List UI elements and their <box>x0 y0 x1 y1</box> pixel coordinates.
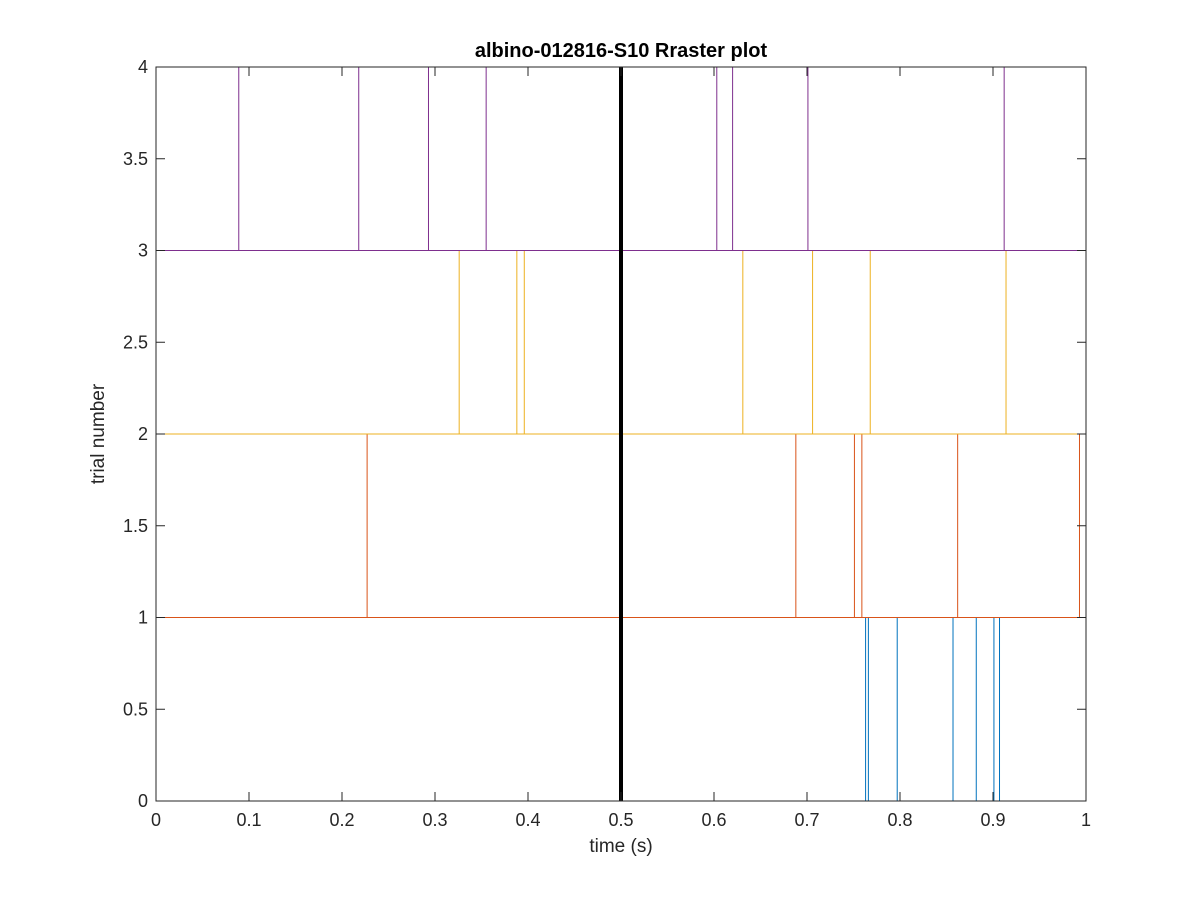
y-tick-label: 1 <box>138 608 148 628</box>
y-tick-label: 0 <box>138 791 148 811</box>
y-tick-label: 0.5 <box>123 699 148 719</box>
y-tick-label: 2.5 <box>123 332 148 352</box>
y-tick-label: 1.5 <box>123 516 148 536</box>
x-tick-label: 0.1 <box>236 810 261 830</box>
x-tick-label: 0 <box>151 810 161 830</box>
ticks-layer: 0 0.1 0.2 0.3 0.4 0.5 0.6 0.7 0.8 0.9 1 0 0.5 1 1.5 2 2.… <box>123 57 1091 830</box>
y-axis-label: trial number <box>88 383 109 484</box>
x-tick-label: 0.7 <box>794 810 819 830</box>
x-tick-label: 1 <box>1081 810 1091 830</box>
y-tick-label: 2 <box>138 424 148 444</box>
x-axis-label: time (s) <box>589 836 652 857</box>
y-tick-label: 3.5 <box>123 149 148 169</box>
x-tick-label: 0.6 <box>701 810 726 830</box>
chart-title: albino-012816-S10 Rraster plot <box>475 40 768 62</box>
y-tick-label: 3 <box>138 241 148 261</box>
y-tick-label: 4 <box>138 57 148 77</box>
x-tick-label: 0.3 <box>422 810 447 830</box>
x-tick-label: 0.8 <box>887 810 912 830</box>
x-tick-label: 0.2 <box>329 810 354 830</box>
x-tick-label: 0.9 <box>980 810 1005 830</box>
x-tick-label: 0.5 <box>608 810 633 830</box>
x-tick-label: 0.4 <box>515 810 540 830</box>
